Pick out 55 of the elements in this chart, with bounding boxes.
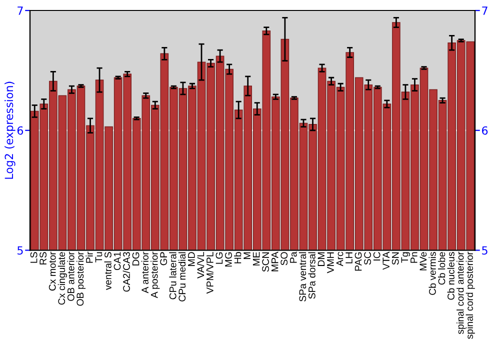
x-tick-label: VTA	[382, 252, 390, 270]
x-tick-label: MVe	[420, 252, 427, 270]
y-axis-title: Log2 (expression)	[4, 82, 16, 179]
x-tick-label: ME	[252, 252, 260, 266]
x-tick-label: SC	[364, 252, 371, 265]
x-tick-label: CPu lateral	[169, 252, 176, 300]
y2-tick-label: 5	[482, 246, 488, 255]
x-tick-label: Arc	[336, 252, 344, 266]
x-tick-label: CPu medial	[178, 252, 186, 302]
x-tick-label: Pn	[410, 252, 418, 263]
x-tick-label: OB posterior	[76, 252, 86, 306]
x-tick-label: CA1	[114, 252, 121, 270]
x-tick-label: M	[244, 252, 250, 259]
x-tick-label: MG	[225, 252, 232, 266]
x-tick-label: CA2/CA3	[122, 252, 130, 292]
x-tick-label: OB anterior	[67, 252, 74, 301]
x-tick-label: A anterior	[141, 252, 148, 294]
x-tick-label: Tu	[95, 252, 102, 262]
x-tick-label: SO	[280, 252, 288, 266]
y2-tick-label: 7	[482, 6, 488, 15]
x-tick-label: A posterior	[150, 252, 160, 298]
x-tick-label: PAG	[354, 252, 362, 271]
y-tick-label: 7	[18, 6, 23, 15]
x-tick-label: Pir	[86, 252, 93, 263]
x-tick-label: MPA	[272, 252, 278, 272]
x-tick-label: Tg	[401, 252, 410, 263]
x-tick-label: Cb lobe	[438, 252, 446, 285]
x-tick-label: VPM/VPL	[206, 252, 214, 294]
x-tick-label: IC	[373, 252, 380, 260]
y-tick-label: 5	[18, 246, 23, 255]
x-tick-label: Cb nucleus	[447, 252, 454, 300]
x-tick-label: DM	[318, 252, 325, 266]
x-tick-label: VA/VL	[196, 252, 204, 278]
y2-tick-label: 6	[482, 126, 488, 135]
x-tick-label: SN	[392, 252, 399, 265]
x-tick-label: LG	[216, 252, 223, 264]
x-tick-label: GP	[160, 252, 168, 266]
x-tick-label: LH	[346, 252, 352, 264]
y-tick-label: 6	[17, 126, 24, 135]
x-tick-label: Cx cingulate	[58, 252, 67, 305]
x-tick-label: DG	[132, 252, 140, 266]
x-tick-label: RS	[40, 252, 47, 264]
x-tick-label: Cx motor	[48, 252, 56, 291]
x-tick-label: Hb	[234, 252, 242, 264]
x-tick-label: SPa dorsal	[308, 252, 316, 299]
x-tick-label: SPa ventral	[298, 252, 306, 302]
x-tick-label: ventral S	[104, 252, 112, 290]
x-tick-label: spinal cord anterior	[456, 252, 466, 334]
x-tick-label: MD	[188, 252, 195, 266]
x-tick-label: VMH	[327, 252, 334, 274]
x-tick-label: SCN	[262, 252, 270, 272]
x-tick-label: spinal cord posterior	[466, 252, 475, 339]
x-tick-label: Cb vermis	[428, 252, 436, 295]
x-tick-label: LS	[30, 252, 38, 263]
x-tick-label: Pa	[290, 252, 297, 263]
